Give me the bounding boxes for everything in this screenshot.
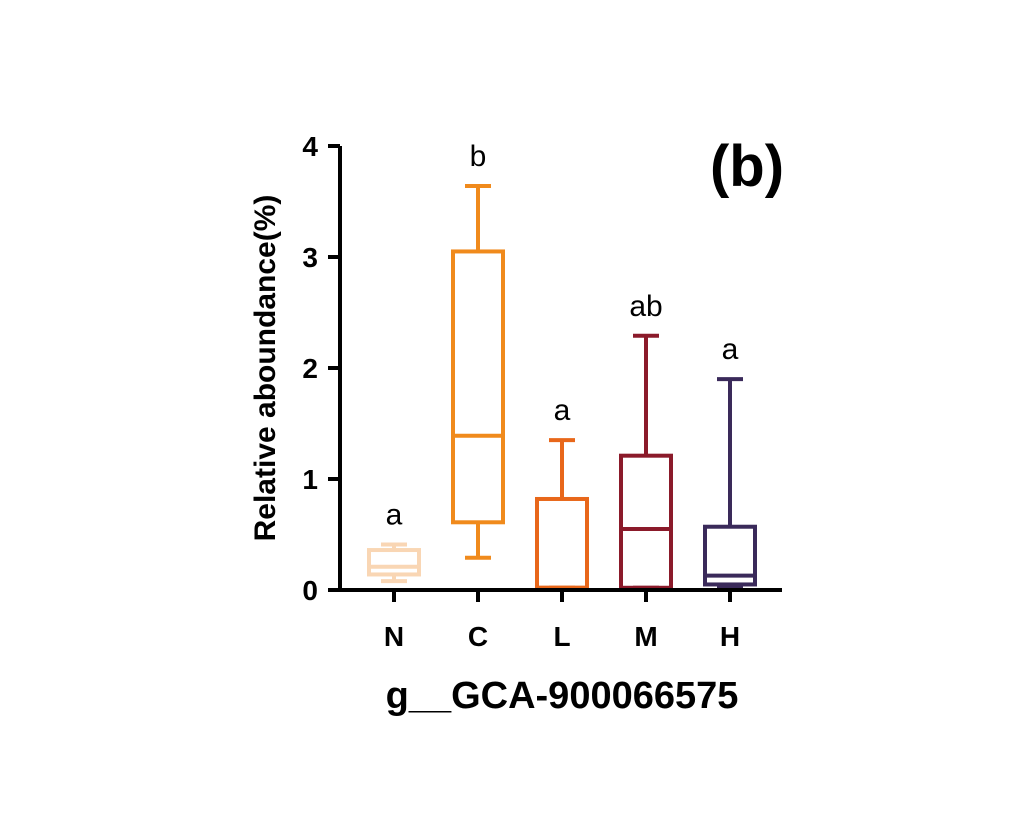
significance-letter: ab	[629, 290, 662, 323]
significance-letter: a	[722, 333, 739, 366]
significance-letter: b	[470, 140, 487, 173]
x-tick-label: M	[634, 621, 657, 652]
iqr-box	[619, 453, 673, 590]
y-tick-label: 0	[302, 575, 318, 606]
y-tick-label: 2	[302, 353, 318, 384]
y-ticks: 0 1 2 3 4	[302, 131, 340, 606]
x-tick-label: C	[468, 621, 488, 652]
box-L: a	[535, 394, 589, 590]
x-tick-label: N	[384, 621, 404, 652]
box-C: b	[451, 140, 505, 560]
iqr-box	[451, 249, 505, 525]
iqr-box	[367, 548, 421, 577]
box-H: a	[703, 333, 757, 590]
significance-letter: a	[554, 394, 571, 427]
iqr-box	[535, 496, 589, 590]
y-axis-title: Relative aboundance(%)	[249, 195, 282, 542]
box-M: ab	[619, 290, 673, 590]
y-tick-label: 1	[302, 464, 318, 495]
x-tick-label: H	[720, 621, 740, 652]
box-N: a	[367, 498, 421, 584]
panel-label: (b)	[710, 134, 784, 199]
x-axis-title: g__GCA-900066575	[386, 675, 739, 717]
x-tick-label: L	[553, 621, 570, 652]
iqr-box	[703, 524, 757, 587]
y-tick-label: 4	[302, 131, 318, 162]
significance-letter: a	[386, 498, 403, 531]
y-tick-label: 3	[302, 242, 318, 273]
